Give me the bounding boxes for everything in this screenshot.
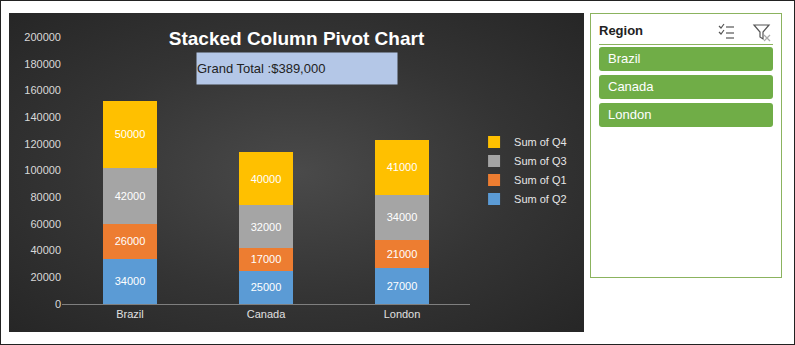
svg-text:27000: 27000: [387, 280, 418, 292]
svg-text:40000: 40000: [251, 173, 282, 185]
svg-text:Sum of Q2: Sum of Q2: [514, 193, 567, 205]
svg-text:London: London: [384, 308, 421, 320]
svg-text:Grand Total :$389,000: Grand Total :$389,000: [197, 61, 325, 76]
svg-text:180000: 180000: [24, 58, 61, 70]
svg-text:34000: 34000: [387, 211, 418, 223]
svg-text:32000: 32000: [251, 221, 282, 233]
svg-text:50000: 50000: [115, 128, 146, 140]
svg-text:26000: 26000: [115, 235, 146, 247]
svg-text:200000: 200000: [24, 31, 61, 43]
svg-text:Stacked Column Pivot Chart: Stacked Column Pivot Chart: [169, 28, 425, 49]
svg-text:0: 0: [55, 298, 61, 310]
svg-text:100000: 100000: [24, 164, 61, 176]
svg-text:Sum of Q4: Sum of Q4: [514, 136, 567, 148]
svg-text:40000: 40000: [30, 244, 61, 256]
svg-text:60000: 60000: [30, 218, 61, 230]
svg-text:160000: 160000: [24, 84, 61, 96]
html-text:Region: Region: [599, 23, 644, 38]
html-text:London: London: [608, 107, 652, 122]
svg-text:Sum of Q3: Sum of Q3: [514, 155, 567, 167]
svg-text:120000: 120000: [24, 138, 61, 150]
svg-text:Canada: Canada: [247, 308, 286, 320]
svg-text:Sum of Q1: Sum of Q1: [514, 174, 567, 186]
svg-text:41000: 41000: [387, 161, 418, 173]
svg-text:21000: 21000: [387, 248, 418, 260]
svg-text:20000: 20000: [30, 271, 61, 283]
svg-text:140000: 140000: [24, 111, 61, 123]
svg-text:42000: 42000: [115, 190, 146, 202]
svg-text:25000: 25000: [251, 281, 282, 293]
html-text:Canada: Canada: [608, 79, 654, 94]
svg-text:17000: 17000: [251, 253, 282, 265]
svg-text:80000: 80000: [30, 191, 61, 203]
html-text:Brazil: Brazil: [608, 51, 641, 66]
svg-text:34000: 34000: [115, 275, 146, 287]
svg-text:Brazil: Brazil: [116, 308, 144, 320]
